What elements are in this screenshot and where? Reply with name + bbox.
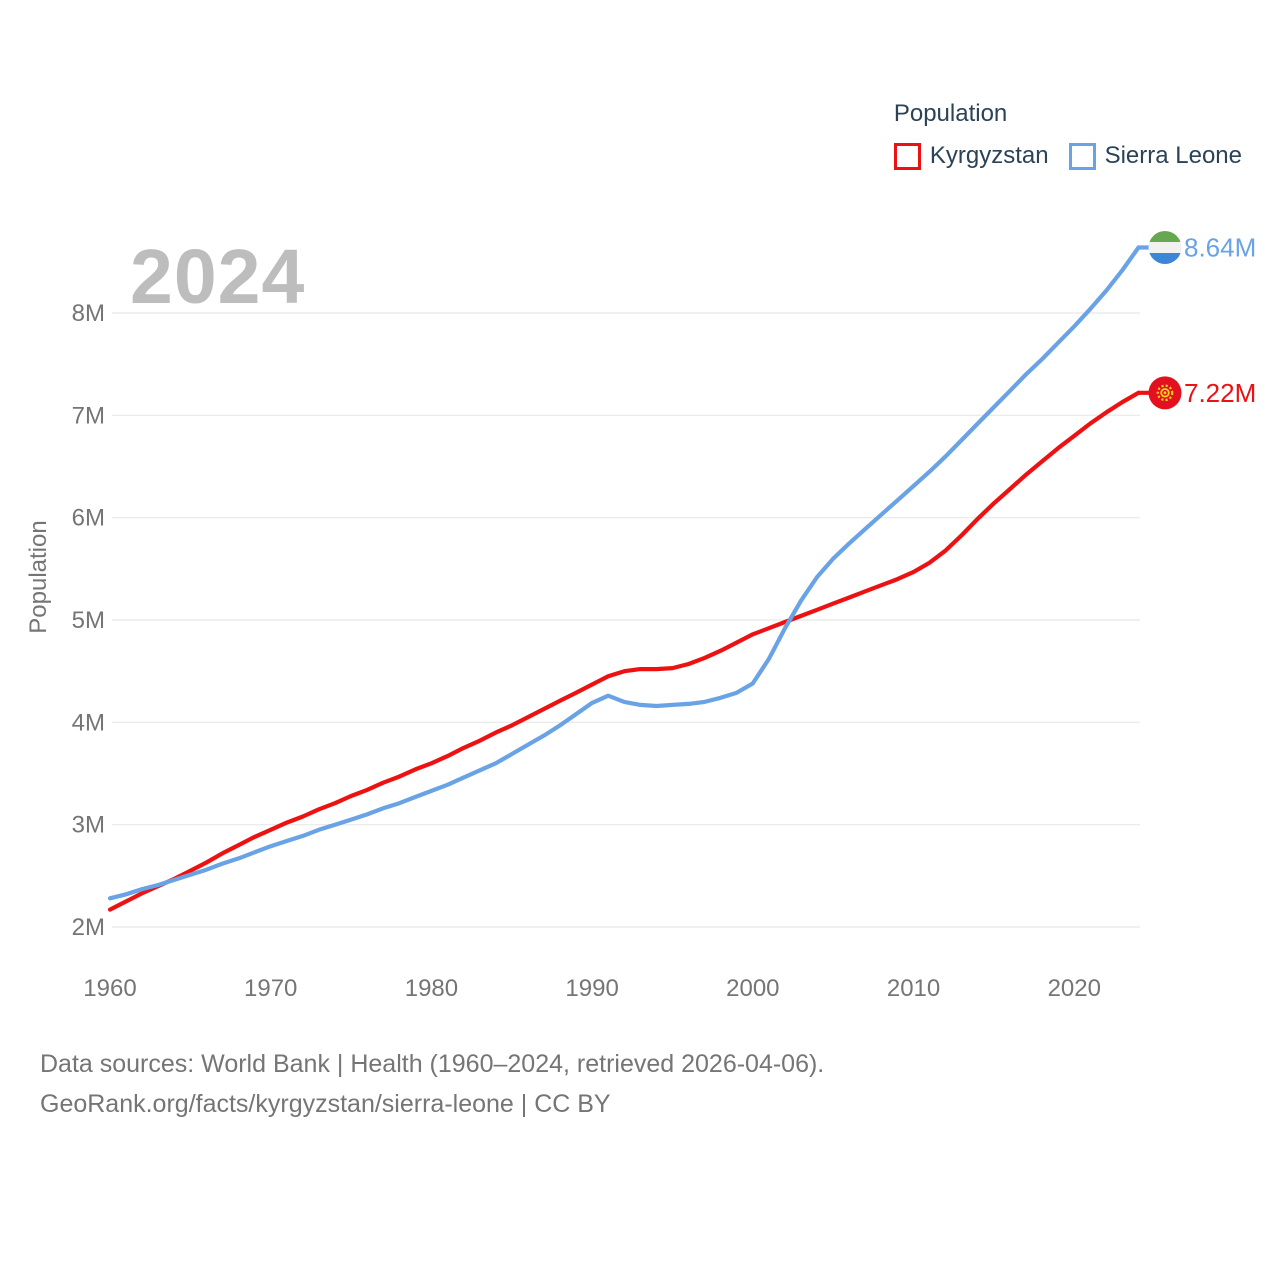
x-tick-label: 1980: [405, 975, 458, 1002]
series-layer: [107, 245, 1152, 912]
y-tick-label: 3M: [72, 812, 105, 839]
end-value-label-kyrgyzstan: 7.22M: [1184, 378, 1256, 408]
y-tick-label: 7M: [72, 402, 105, 429]
y-tick-label: 6M: [72, 505, 105, 532]
sierra-leone-swatch-icon: [1068, 142, 1096, 170]
x-tick-label: 1970: [244, 975, 297, 1002]
x-tick-label: 2010: [887, 975, 940, 1002]
end-value-label-sierra_leone: 8.64M: [1184, 233, 1256, 263]
y-tick-label: 4M: [72, 709, 105, 736]
data-source-footer: Data sources: World Bank | Health (1960–…: [40, 1044, 824, 1124]
x-tick-label: 2020: [1048, 975, 1101, 1002]
footer-url-line: GeoRank.org/facts/kyrgyzstan/sierra-leon…: [40, 1090, 611, 1118]
y-tick-label: 2M: [72, 914, 105, 941]
series-line-kyrgyzstan[interactable]: [107, 390, 1141, 912]
kyrgyzstan-swatch-icon: [893, 142, 921, 170]
gridlines: [112, 312, 1140, 928]
y-tick-label: 8M: [72, 300, 105, 327]
kyrgyzstan-flag-icon: [1148, 376, 1182, 410]
endpoint-layer: 7.22M 8.64M: [1148, 231, 1256, 410]
legend-item-kyrgyzstan[interactable]: Kyrgyzstan: [893, 142, 1049, 170]
watermark-year: 2024: [130, 234, 305, 320]
x-tick-label: 1990: [565, 975, 618, 1002]
series-line-sierra_leone[interactable]: [107, 245, 1141, 901]
x-axis-tick-labels: 1960 1970 1980 1990 2000 2010 2020: [83, 975, 1101, 1002]
sierra_leone-flag-icon: [1148, 231, 1182, 265]
legend: Population Kyrgyzstan Sierra Leone: [893, 100, 1242, 170]
legend-title: Population: [893, 100, 1008, 127]
legend-label-kyrgyzstan: Kyrgyzstan: [929, 142, 1049, 169]
y-tick-label: 5M: [72, 607, 105, 634]
legend-label-sierra-leone: Sierra Leone: [1104, 142, 1242, 169]
footer-sources-line: Data sources: World Bank | Health (1960–…: [40, 1050, 825, 1078]
x-tick-label: 2000: [726, 975, 779, 1002]
legend-items: Kyrgyzstan Sierra Leone: [893, 142, 1242, 170]
y-axis-title: Population: [25, 520, 52, 633]
legend-item-sierra-leone[interactable]: Sierra Leone: [1068, 142, 1242, 170]
x-tick-label: 1960: [83, 975, 136, 1002]
y-axis-tick-labels: 2M 3M 4M 5M 6M 7M 8M: [72, 300, 105, 941]
